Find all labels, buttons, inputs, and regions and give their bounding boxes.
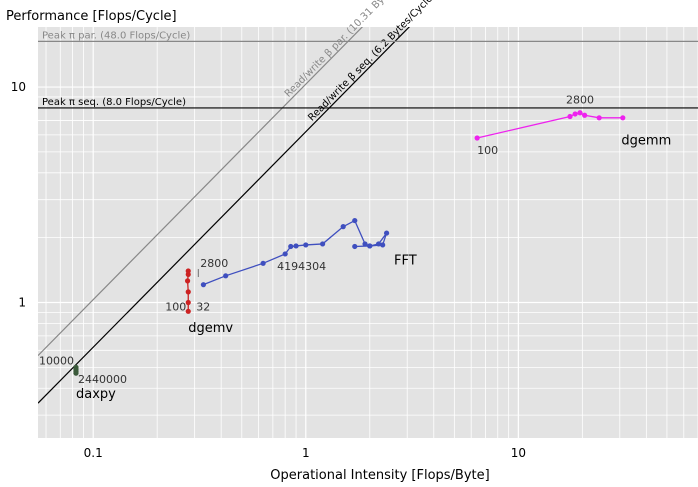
series-FFT: FFT 4194304 — [200, 217, 417, 288]
bandwidth-line — [38, 27, 411, 404]
data-point-dgemm — [572, 111, 578, 117]
data-point-FFT — [320, 241, 326, 247]
grid — [38, 27, 698, 438]
point-label: 4194304 — [277, 260, 326, 273]
data-point-FFT — [288, 243, 294, 250]
y-tick-label: 10 — [11, 80, 26, 94]
point-label: 100 — [477, 144, 498, 157]
data-point-FFT — [367, 243, 373, 249]
roof-label: Peak π par. (48.0 Flops/Cycle) — [42, 30, 190, 41]
x-tick-label: 0.1 — [84, 446, 103, 460]
plot-area — [38, 27, 698, 438]
data-point-FFT — [293, 243, 299, 249]
data-point-dgemm — [567, 113, 573, 120]
series-name-dgemm: dgemm — [621, 134, 671, 149]
point-label: 100 — [165, 300, 186, 313]
data-point-dgemv — [185, 289, 191, 295]
bandwidth-line — [38, 27, 364, 357]
point-label: 10000 — [39, 354, 74, 367]
data-point-FFT — [352, 243, 358, 250]
data-point-FFT — [380, 242, 386, 248]
data-point-FFT — [352, 217, 358, 224]
data-point-FFT — [303, 242, 309, 248]
data-point-FFT — [340, 224, 346, 230]
data-point-FFT — [282, 251, 288, 257]
data-point-dgemm — [474, 135, 480, 141]
data-point-dgemv — [185, 268, 191, 274]
series-name-daxpy: daxpy — [76, 387, 116, 402]
data-point-dgemm — [582, 112, 588, 118]
data-point-dgemv — [184, 278, 191, 284]
tick-labels: 0.1 1 10 1 10 — [11, 80, 526, 460]
data-point-daxpy — [73, 370, 79, 376]
series-daxpy: daxpy 10000 2440000 — [39, 354, 127, 402]
data-point-FFT — [375, 241, 382, 247]
roof-label: Peak π seq. (8.0 Flops/Cycle) — [42, 97, 186, 108]
point-label: 32 — [196, 300, 210, 313]
x-axis-label: Operational Intensity [Flops/Byte] — [270, 468, 489, 483]
series-name-dgemv: dgemv — [188, 321, 233, 336]
data-point-dgemm — [596, 115, 602, 121]
data-point-FFT — [362, 241, 368, 247]
data-point-FFT — [383, 230, 390, 236]
data-point-FFT — [223, 273, 229, 279]
data-point-FFT — [200, 282, 207, 288]
point-label: 2440000 — [78, 373, 127, 386]
series-dgemm: dgemm 100 2800 — [474, 94, 671, 157]
chart-title: Performance [Flops/Cycle] — [6, 9, 177, 24]
point-label: 2800 — [200, 257, 228, 270]
point-label: 2800 — [566, 94, 594, 107]
data-point-dgemv — [185, 308, 191, 314]
y-tick-label: 1 — [18, 296, 26, 310]
data-point-dgemm — [577, 110, 583, 116]
data-point-dgemm — [620, 115, 626, 121]
x-tick-label: 1 — [302, 446, 310, 460]
x-tick-label: 10 — [511, 446, 526, 460]
data-point-FFT — [260, 260, 266, 266]
data-point-dgemv — [185, 299, 191, 306]
series-name-FFT: FFT — [394, 254, 417, 269]
